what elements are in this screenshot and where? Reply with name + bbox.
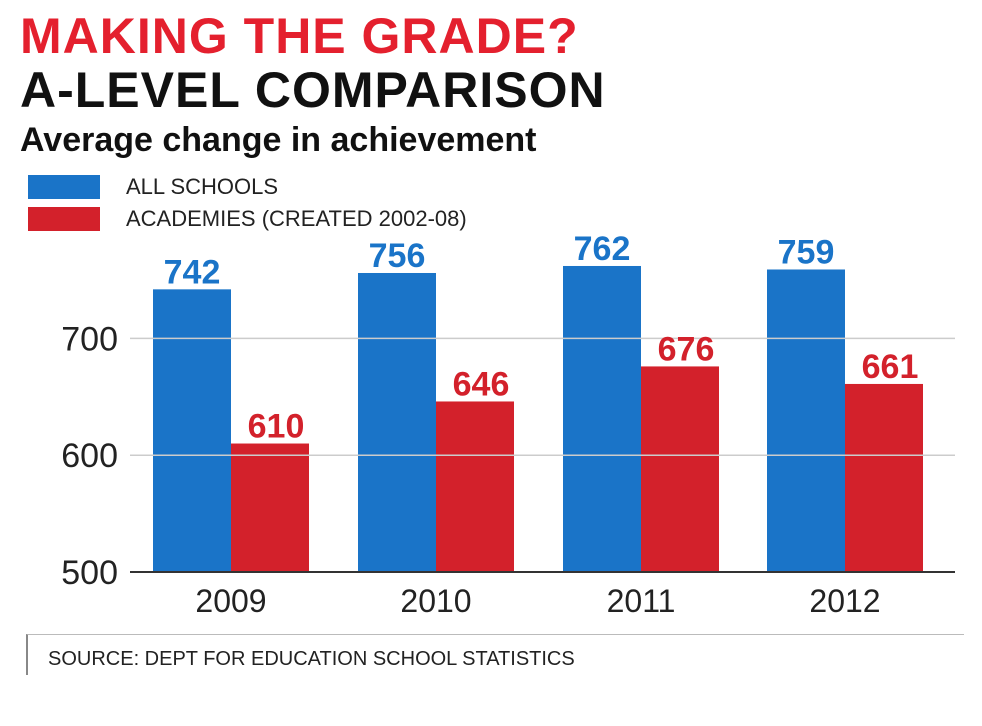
bar-all-schools-2011 <box>563 265 641 572</box>
y-tick-label-600: 600 <box>61 437 118 475</box>
x-tick-label-2010: 2010 <box>400 583 471 619</box>
bar-academies-2012 <box>845 383 923 572</box>
bar-all-schools-2012 <box>767 269 845 572</box>
legend-label-all-schools: ALL SCHOOLS <box>126 174 279 199</box>
y-tick-label-700: 700 <box>61 320 118 358</box>
data-label-all-schools-2009: 742 <box>164 253 221 291</box>
data-label-academies-2012: 661 <box>862 348 919 386</box>
legend-swatch-all-schools <box>28 175 100 199</box>
data-label-academies-2011: 676 <box>658 330 715 368</box>
source-note: SOURCE: DEPT FOR EDUCATION SCHOOL STATIS… <box>48 648 575 670</box>
chart-title-line2: A-LEVEL COMPARISON <box>20 62 606 118</box>
legend-swatch-academies <box>28 207 100 231</box>
x-tick-label-2009: 2009 <box>195 583 266 619</box>
bar-all-schools-2010 <box>358 272 436 572</box>
bar-all-schools-2009 <box>153 289 231 572</box>
bar-academies-2009 <box>231 443 309 572</box>
data-label-academies-2009: 610 <box>248 408 305 446</box>
bar-academies-2010 <box>436 401 514 572</box>
chart-subtitle: Average change in achievement <box>20 121 537 159</box>
data-label-all-schools-2010: 756 <box>369 237 426 275</box>
source-box <box>26 634 964 675</box>
legend-label-academies: ACADEMIES (CREATED 2002-08) <box>126 206 467 231</box>
x-tick-label-2011: 2011 <box>607 583 676 619</box>
y-tick-label-500: 500 <box>61 554 118 592</box>
chart-title-line1: MAKING THE GRADE? <box>20 8 579 64</box>
data-label-all-schools-2012: 759 <box>778 233 835 271</box>
data-label-academies-2010: 646 <box>453 365 510 403</box>
legend-item-all-schools: ALL SCHOOLS <box>28 174 278 200</box>
data-label-all-schools-2011: 762 <box>574 230 631 268</box>
bar-academies-2011 <box>641 366 719 572</box>
x-tick-label-2012: 2012 <box>809 583 880 619</box>
legend-item-academies: ACADEMIES (CREATED 2002-08) <box>28 206 467 232</box>
